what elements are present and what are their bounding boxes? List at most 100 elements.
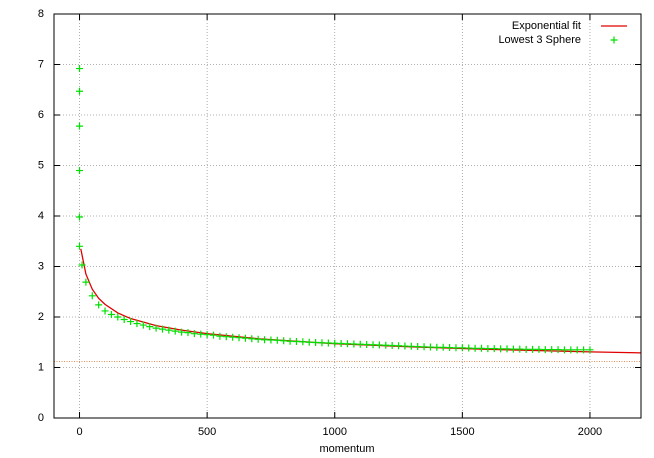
data-point — [254, 335, 262, 343]
y-tick-label: 6 — [38, 109, 44, 121]
data-point — [158, 325, 166, 333]
data-point — [152, 324, 160, 332]
data-point — [165, 326, 173, 334]
data-point — [197, 330, 205, 338]
data-point — [414, 343, 422, 351]
data-point — [375, 341, 383, 349]
data-point — [560, 346, 568, 354]
data-point — [382, 341, 390, 349]
data-point — [95, 301, 103, 309]
data-point — [497, 345, 505, 353]
data-point — [82, 278, 90, 286]
data-point — [184, 329, 192, 337]
data-point — [76, 87, 84, 95]
y-tick-label: 0 — [38, 412, 44, 424]
data-point — [216, 332, 224, 340]
data-point — [88, 292, 96, 300]
data-point — [292, 337, 300, 345]
data-point — [529, 345, 537, 353]
x-tick-label: 1000 — [322, 426, 346, 438]
data-point — [407, 342, 415, 350]
data-point — [490, 345, 498, 353]
data-point — [178, 328, 186, 336]
data-point — [222, 333, 230, 341]
x-tick-label: 1500 — [450, 426, 474, 438]
data-point — [395, 342, 403, 350]
data-point — [78, 261, 86, 269]
x-tick-label: 500 — [198, 426, 216, 438]
y-tick-label: 7 — [38, 58, 44, 70]
data-point — [471, 344, 479, 352]
data-point — [331, 339, 339, 347]
data-point — [503, 345, 511, 353]
data-point — [229, 333, 237, 341]
data-point — [465, 344, 473, 352]
data-point — [446, 344, 454, 352]
data-point — [439, 343, 447, 351]
data-point — [273, 336, 281, 344]
legend-swatch — [610, 36, 618, 44]
data-point — [318, 339, 326, 347]
data-point — [369, 341, 377, 349]
data-point — [267, 336, 275, 344]
data-point — [241, 334, 249, 342]
data-point — [76, 213, 84, 221]
data-point — [477, 344, 485, 352]
data-point — [324, 339, 332, 347]
data-point — [573, 346, 581, 354]
data-point — [248, 335, 256, 343]
data-point — [388, 342, 396, 350]
data-point — [76, 167, 84, 175]
data-point — [127, 318, 135, 326]
data-point — [350, 340, 358, 348]
y-tick-label: 4 — [38, 210, 44, 222]
data-point — [522, 345, 530, 353]
data-point — [146, 323, 154, 331]
data-point — [554, 346, 562, 354]
x-tick-label: 2000 — [578, 426, 602, 438]
data-point — [452, 344, 460, 352]
data-point — [120, 316, 128, 324]
data-point — [235, 334, 243, 342]
data-point — [203, 331, 211, 339]
data-point — [114, 313, 122, 321]
data-point — [337, 340, 345, 348]
data-point — [76, 242, 84, 250]
data-point — [420, 343, 428, 351]
y-tick-label: 3 — [38, 260, 44, 272]
data-point — [107, 310, 115, 318]
plot-frame — [53, 13, 642, 419]
data-point — [210, 331, 218, 339]
data-point — [171, 327, 179, 335]
x-axis-label: momentum — [319, 443, 374, 455]
data-point — [433, 343, 441, 351]
data-point — [190, 330, 198, 338]
data-point — [458, 344, 466, 352]
data-point — [133, 320, 141, 328]
y-tick-label: 1 — [38, 361, 44, 373]
data-point — [139, 321, 147, 329]
y-tick-label: 8 — [38, 8, 44, 20]
data-point — [516, 345, 524, 353]
data-point — [548, 346, 556, 354]
data-point — [299, 338, 307, 346]
legend-label: Lowest 3 Sphere — [498, 34, 581, 46]
x-tick-label: 0 — [76, 426, 82, 438]
data-point — [586, 346, 594, 354]
data-point — [363, 341, 371, 349]
y-tick-label: 2 — [38, 311, 44, 323]
data-point — [305, 338, 313, 346]
legend-label: Exponential fit — [512, 20, 581, 32]
data-point — [567, 346, 575, 354]
data-point — [101, 307, 109, 315]
data-point — [261, 336, 269, 344]
data-point — [286, 337, 294, 345]
data-point — [356, 340, 364, 348]
data-point — [344, 340, 351, 348]
data-point — [484, 345, 492, 353]
data-point — [312, 339, 320, 347]
data-point — [76, 122, 84, 130]
